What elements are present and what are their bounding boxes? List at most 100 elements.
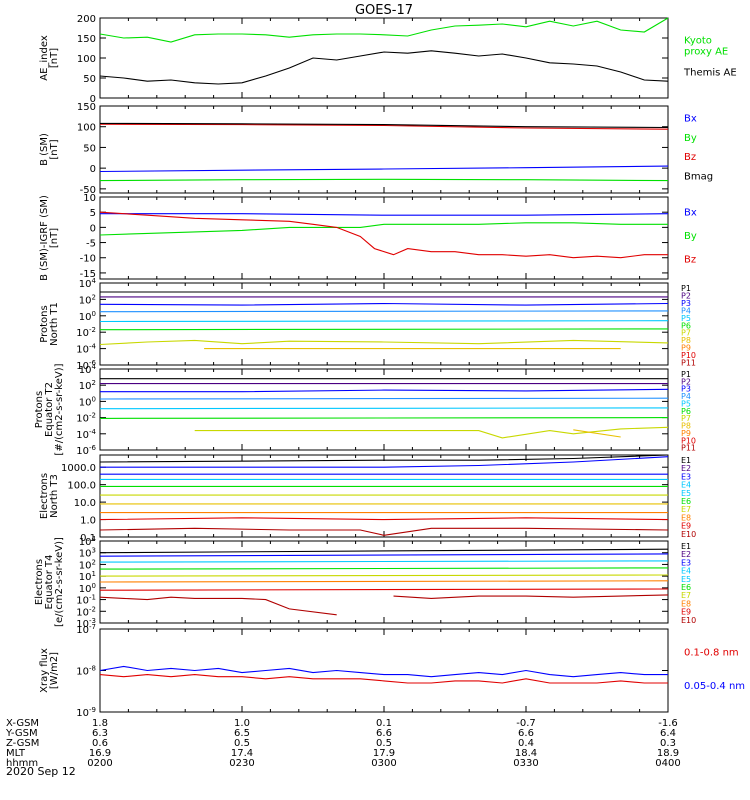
y-tick-label: 104: [79, 535, 97, 548]
y-axis-label: AE_index: [39, 35, 50, 81]
x-row-label: MLT: [6, 748, 26, 759]
legend-entry: E1: [681, 456, 691, 465]
x-row-value: 6.6: [518, 728, 534, 739]
y-tick-label: 10-4: [76, 343, 96, 356]
y-tick-label: -50: [80, 185, 96, 196]
legend-entry: By: [684, 133, 697, 144]
legend-entry: P8: [681, 422, 691, 431]
x-row-value: 0.1: [376, 718, 392, 729]
legend-entry: P10: [681, 351, 696, 360]
y-tick-label: -5: [86, 239, 96, 250]
x-row-value: -1.6: [658, 718, 678, 729]
legend-entry: E4: [681, 567, 691, 576]
y-tick-label: 100: [79, 310, 96, 323]
y-axis-label: [e/(cm2-s-sr-keV)]: [54, 537, 65, 627]
y-axis-label: B (SM)-IGRF (SM): [39, 195, 50, 281]
legend-entry: proxy AE: [684, 47, 728, 58]
y-tick-label: 10-2: [76, 326, 96, 339]
y-axis-label: [nT]: [49, 48, 60, 68]
x-row-value: 6.4: [660, 728, 676, 739]
y-axis-label: [W/m2]: [49, 652, 60, 689]
series-line-p8: [573, 429, 621, 438]
legend-entry: E2: [681, 464, 691, 473]
y-tick-label: 200: [77, 14, 96, 25]
series-line-e6: [99, 580, 669, 583]
legend-entry: P7: [681, 329, 691, 338]
series-line-e7: [99, 588, 669, 591]
y-tick-label: 10-6: [76, 359, 96, 372]
legend-entry: 0.1-0.8 nm: [684, 648, 739, 659]
y-axis-label: B (SM): [39, 133, 50, 166]
series-line-p3: [100, 388, 669, 393]
x-row-label: Z-GSM: [6, 738, 39, 749]
legend-entry: E5: [681, 575, 691, 584]
legend-entry: Bz: [684, 255, 696, 266]
legend-entry: P2: [681, 377, 691, 386]
panel-protons_t2: 10-6 10-4 10-2 100 102 104 Protons Equator T2 [#…: [34, 363, 696, 457]
series-line-p6: [99, 328, 669, 331]
series-line-e1: [99, 548, 669, 554]
y-tick-label: 10-9: [76, 706, 96, 719]
y-tick-label: 1000.0: [61, 463, 96, 474]
y-axis-label: North T3: [49, 474, 60, 518]
series-line-e3: [99, 560, 669, 563]
y-axis-label: Electrons: [34, 559, 45, 605]
x-row-label: hhmm: [6, 758, 38, 769]
x-row-value: 6.5: [234, 728, 250, 739]
y-tick-label: 100: [79, 395, 96, 408]
x-row-value: 1.8: [92, 718, 108, 729]
legend-entry: E6: [681, 583, 691, 592]
panel-protons_t1: 10-6 10-4 10-2 100 102 104 Protons North T1 P1P2…: [39, 277, 696, 372]
legend-entry: E3: [681, 472, 691, 481]
x-row-value: 0.5: [234, 738, 250, 749]
y-axis-label: [nT]: [49, 228, 60, 248]
legend-entry: E7: [681, 591, 691, 600]
x-axis-labels: X-GSM 1.8 1.0 0.1 -0.7 -1.6 Y-GSM 6.3 6.5 6.6 6.6 6…: [5, 718, 681, 769]
legend-entry: P11: [681, 359, 696, 368]
y-tick-label: 104: [79, 363, 97, 376]
x-row-value: 17.9: [373, 748, 395, 759]
legend-entry: E5: [681, 489, 691, 498]
legend-entry: E4: [681, 481, 691, 490]
x-row-value: 18.4: [515, 748, 537, 759]
y-axis-label: Equator T4: [44, 555, 55, 610]
y-axis-label: [#/(cm2-s-sr-keV)]: [54, 363, 65, 455]
x-row-value: 0400: [655, 758, 680, 769]
y-axis-label: Protons: [34, 391, 45, 428]
y-tick-label: 0: [90, 223, 96, 234]
y-tick-label: 103: [79, 547, 96, 560]
panel-frame: [99, 282, 669, 366]
y-axis-label: North T1: [49, 302, 60, 346]
panel-frame: [99, 628, 669, 713]
series-line-bmag: [99, 122, 669, 129]
y-tick-label: 100: [77, 54, 96, 65]
y-tick-label: 150: [77, 34, 96, 45]
legend-entry: P9: [681, 429, 691, 438]
y-tick-label: 0: [90, 164, 96, 175]
x-row-value: 18.9: [657, 748, 679, 759]
legend-entry: E6: [681, 497, 691, 506]
series-line-e8: [99, 596, 337, 616]
legend-entry: By: [684, 231, 697, 242]
series-line-0-1-0-8-nm: [99, 674, 668, 684]
legend-entry: P8: [681, 336, 691, 345]
x-row-value: 0.6: [92, 738, 108, 749]
y-tick-label: 10-4: [76, 428, 96, 441]
y-tick-label: 10-2: [76, 412, 96, 425]
y-tick-label: 10-6: [76, 444, 96, 457]
legend-entry: E8: [681, 513, 691, 522]
legend-entry: E9: [681, 522, 691, 531]
date-label: 2020 Sep 12: [6, 765, 76, 778]
y-tick-label: 100: [77, 123, 96, 134]
y-tick-label: 104: [79, 277, 97, 290]
series-line-e2: [100, 456, 669, 468]
y-tick-label: 10-7: [76, 623, 96, 636]
legend-entry: Bx: [684, 113, 697, 124]
x-row-value: 0200: [87, 758, 112, 769]
x-row-label: X-GSM: [6, 718, 39, 729]
series-line-e10: [99, 527, 669, 536]
x-row-value: 1.0: [234, 718, 250, 729]
series-line-bx: [100, 213, 669, 216]
